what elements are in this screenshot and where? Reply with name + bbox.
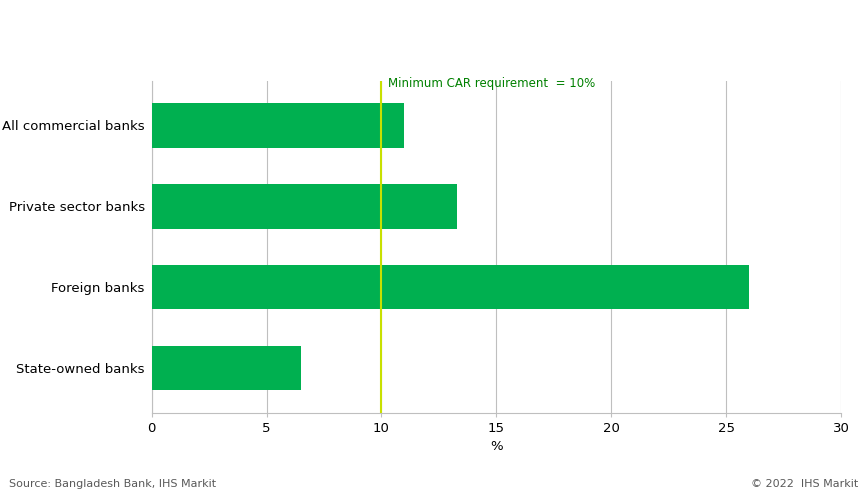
Text: © 2022  IHS Markit: © 2022 IHS Markit <box>751 479 858 489</box>
Bar <box>152 184 457 228</box>
Text: Capital adequacy ratio of different types of banks in Bangladesh: Capital adequacy ratio of different type… <box>9 15 595 30</box>
Bar <box>152 265 749 310</box>
X-axis label: %: % <box>490 440 503 453</box>
Bar <box>152 103 404 148</box>
Bar <box>152 346 301 391</box>
Text: Minimum CAR requirement  = 10%: Minimum CAR requirement = 10% <box>388 77 596 90</box>
Text: Source: Bangladesh Bank, IHS Markit: Source: Bangladesh Bank, IHS Markit <box>9 479 216 489</box>
